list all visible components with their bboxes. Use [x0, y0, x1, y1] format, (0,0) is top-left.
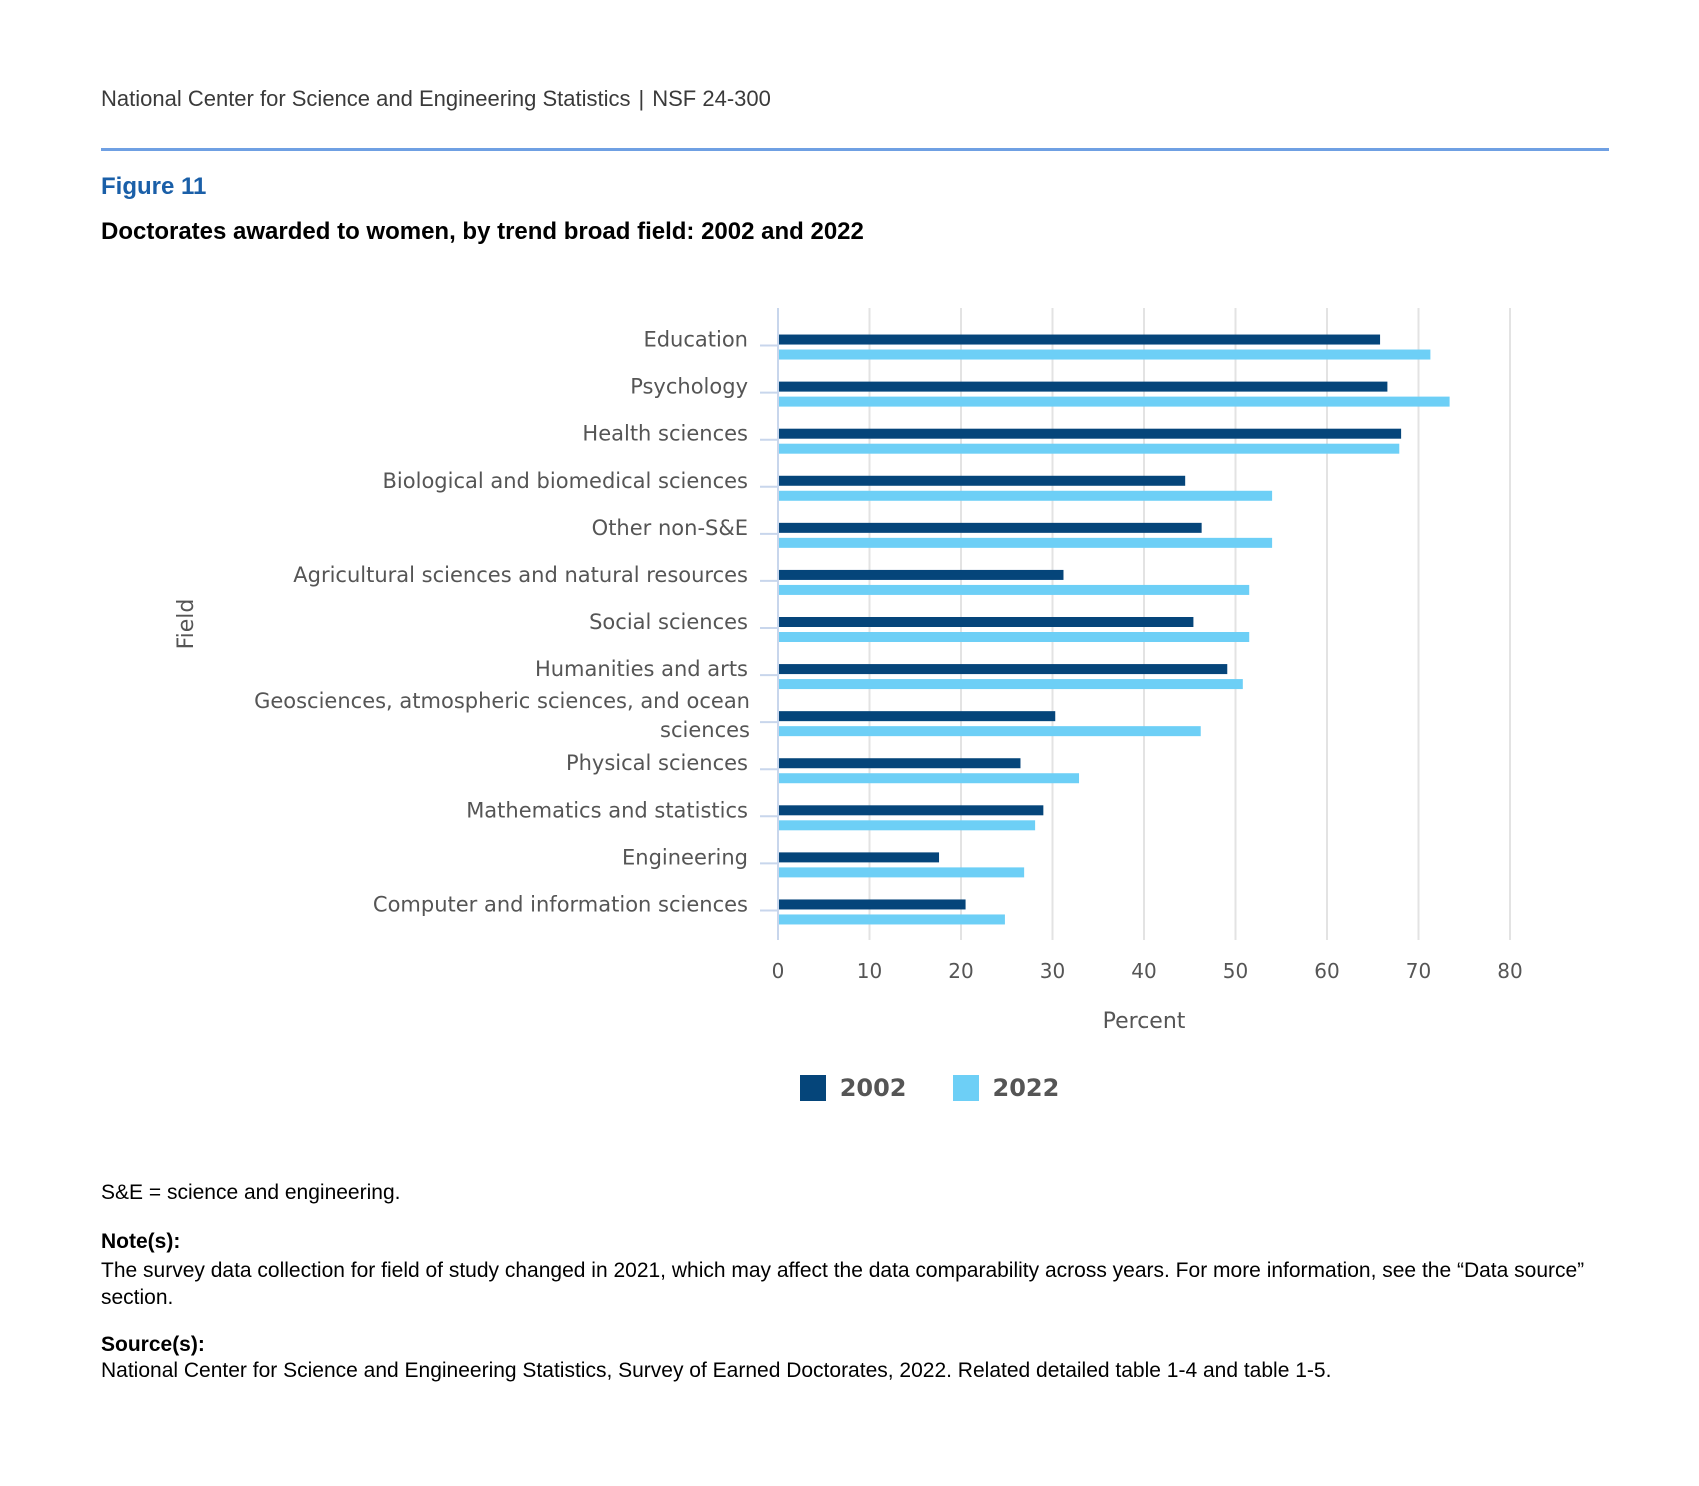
x-tick-label: 60 — [1314, 959, 1339, 983]
bar-2002 — [779, 711, 1056, 722]
x-tick-label: 70 — [1406, 959, 1431, 983]
notes-heading: Note(s): — [101, 1230, 181, 1253]
bar-2022 — [779, 773, 1080, 784]
legend-label: 2022 — [992, 1074, 1060, 1102]
x-tick-label: 10 — [857, 959, 882, 983]
legend-item-2002: 2002 — [799, 1074, 907, 1102]
bar-2022 — [779, 914, 1005, 925]
bar-2002 — [779, 522, 1202, 533]
bar-2002 — [779, 664, 1228, 675]
report-header: National Center for Science and Engineer… — [101, 86, 771, 112]
category-label: Biological and biomedical sciences — [383, 469, 748, 493]
chart-legend: 2002 2022 — [0, 1074, 1699, 1102]
bar-2002 — [779, 381, 1388, 392]
bar-2022 — [779, 820, 1036, 831]
bar-chart: 0 10 20 30 40 50 60 70 80 Education Psychology Heal… — [174, 308, 1523, 1034]
header-separator: | — [638, 86, 645, 111]
source-heading: Source(s): — [101, 1333, 205, 1356]
abbreviation-footnote: S&E = science and engineering. — [101, 1181, 401, 1204]
legend-swatch — [952, 1075, 979, 1101]
category-label: Health sciences — [582, 422, 748, 446]
category-label: Agricultural sciences and natural resour… — [293, 563, 748, 587]
bar-2022 — [779, 726, 1201, 737]
header-report-id: NSF 24-300 — [652, 86, 771, 111]
category-label: Mathematics and statistics — [466, 798, 748, 822]
x-tick-label: 40 — [1131, 959, 1156, 983]
header-divider — [101, 148, 1609, 151]
bar-2002 — [779, 758, 1021, 769]
figure-label: Figure 11 — [101, 173, 207, 200]
x-axis-title: Percent — [1103, 1009, 1186, 1034]
bar-2002 — [779, 428, 1402, 439]
bar-2002 — [779, 805, 1044, 816]
bar-2002 — [779, 475, 1186, 486]
bar-2022 — [779, 679, 1243, 690]
legend-item-2022: 2022 — [952, 1074, 1060, 1102]
bar-2022 — [779, 396, 1450, 407]
bar-2022 — [779, 584, 1250, 595]
bar-2002 — [779, 852, 940, 863]
legend-label: 2002 — [839, 1074, 907, 1102]
source-text: National Center for Science and Engineer… — [101, 1359, 1332, 1382]
bar-2022 — [779, 632, 1250, 642]
category-label: Humanities and arts — [535, 657, 748, 681]
bar-2022 — [779, 349, 1431, 360]
header-org: National Center for Science and Engineer… — [101, 86, 631, 111]
x-tick-label: 0 — [772, 959, 785, 983]
legend-swatch — [799, 1075, 826, 1101]
figure-title: Doctorates awarded to women, by trend br… — [101, 218, 864, 245]
bar-2002 — [779, 617, 1194, 627]
x-tick-label: 20 — [948, 959, 973, 983]
bar-2002 — [779, 569, 1064, 580]
x-tick-label: 30 — [1040, 959, 1065, 983]
bar-2022 — [779, 537, 1273, 548]
category-label: Social sciences — [589, 610, 748, 634]
bar-2002 — [779, 334, 1381, 345]
bar-2002 — [779, 899, 966, 910]
category-label: Computer and information sciences — [373, 892, 748, 916]
y-axis-title: Field — [174, 599, 199, 650]
category-label: Engineering — [622, 845, 748, 869]
bar-2022 — [779, 867, 1025, 878]
category-label: Education — [643, 328, 748, 352]
bar-2022 — [779, 490, 1273, 501]
category-label: Geosciences, atmospheric sciences, and o… — [254, 689, 750, 742]
bar-2022 — [779, 443, 1400, 454]
x-tick-label: 50 — [1223, 959, 1248, 983]
category-label: Other non-S&E — [592, 516, 748, 540]
notes-text: The survey data collection for field of … — [101, 1259, 1585, 1309]
category-label: Psychology — [630, 375, 748, 399]
category-label: Physical sciences — [566, 751, 748, 775]
x-tick-label: 80 — [1497, 959, 1522, 983]
